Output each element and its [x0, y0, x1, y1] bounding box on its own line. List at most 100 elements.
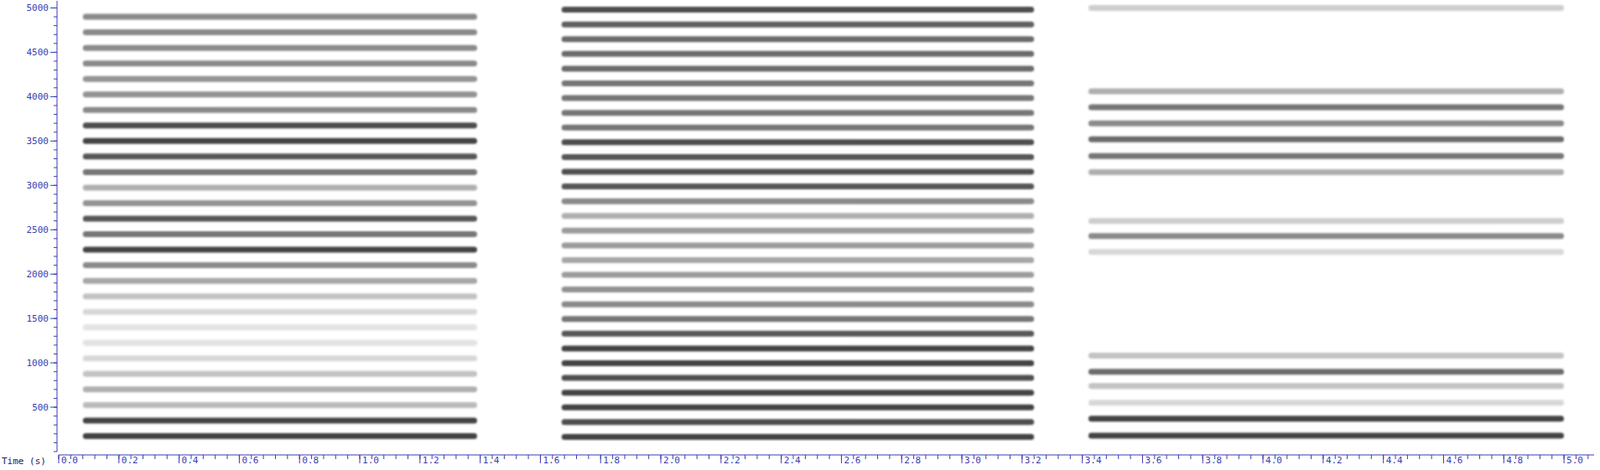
chart: 5001000150020002500300035004000450050000… — [0, 0, 1600, 470]
y-minor-tick — [53, 256, 58, 258]
x-minor-tick — [154, 455, 156, 460]
y-tick — [50, 229, 58, 231]
x-tick-label: 5.0 — [1566, 455, 1584, 467]
y-minor-tick — [53, 176, 58, 177]
x-minor-tick — [1225, 455, 1227, 460]
y-tick-label: 4000 — [26, 91, 50, 103]
x-minor-tick — [1298, 455, 1300, 460]
y-minor-tick — [53, 442, 58, 444]
x-minor-tick — [648, 455, 650, 460]
x-tick — [1563, 455, 1565, 464]
x-minor-tick — [816, 455, 818, 460]
harmonic — [85, 215, 474, 222]
x-tick-label: 1.8 — [602, 455, 620, 467]
harmonic — [564, 65, 1031, 72]
x-tick — [1503, 455, 1505, 464]
x-minor-tick — [286, 455, 288, 460]
x-tick-label: 2.0 — [663, 455, 681, 467]
y-tick-label: 1000 — [26, 358, 50, 369]
x-tick-label: 4.8 — [1506, 455, 1523, 467]
x-tick-label: 3.2 — [1024, 455, 1042, 467]
harmonic — [1090, 400, 1561, 406]
x-tick — [540, 455, 541, 464]
x-tick-label: 0.8 — [301, 455, 319, 467]
x-minor-tick — [696, 455, 698, 460]
x-tick — [1142, 455, 1143, 464]
x-minor-tick — [1286, 455, 1288, 460]
x-minor-tick — [467, 455, 469, 460]
y-tick-label: 5000 — [26, 2, 50, 14]
x-tick-label: 0.6 — [241, 455, 259, 467]
harmonic — [564, 21, 1031, 28]
harmonic — [1090, 153, 1561, 160]
y-tick-label: 4500 — [26, 46, 50, 58]
y-minor-tick — [53, 451, 58, 453]
harmonic — [564, 272, 1031, 279]
x-minor-tick — [1009, 455, 1011, 460]
x-minor-tick — [166, 455, 168, 460]
x-tick-label: 3.4 — [1085, 455, 1102, 467]
harmonic — [564, 345, 1031, 352]
harmonic — [1090, 136, 1561, 143]
x-minor-tick — [924, 455, 926, 460]
harmonic — [564, 405, 1031, 411]
y-tick-label: 2500 — [26, 224, 50, 236]
harmonic — [1090, 432, 1561, 439]
x-minor-tick — [275, 455, 276, 460]
y-minor-tick — [53, 380, 58, 382]
harmonic — [564, 301, 1031, 308]
y-minor-tick — [53, 309, 58, 311]
x-tick-label: 4.2 — [1325, 455, 1343, 467]
x-axis-label: Time (s) — [1, 456, 47, 468]
x-tick-label: 2.6 — [843, 455, 861, 467]
x-tick-label: 3.0 — [964, 455, 982, 467]
x-tick-label: 1.4 — [483, 455, 500, 467]
x-minor-tick — [94, 455, 96, 460]
x-minor-tick — [1539, 455, 1541, 460]
x-minor-tick — [1479, 455, 1481, 460]
harmonic — [564, 360, 1031, 367]
x-minor-tick — [865, 455, 867, 460]
harmonic — [85, 14, 474, 21]
y-minor-tick — [53, 114, 58, 115]
harmonic — [564, 183, 1031, 190]
y-minor-tick — [53, 344, 58, 346]
y-minor-tick — [53, 167, 58, 169]
x-minor-tick — [263, 455, 265, 460]
y-minor-tick — [53, 300, 58, 302]
x-minor-tick — [1371, 455, 1372, 460]
harmonic — [85, 433, 474, 440]
x-tick — [901, 455, 903, 464]
y-minor-tick — [53, 42, 58, 44]
x-tick — [178, 455, 180, 464]
harmonic — [564, 257, 1031, 264]
x-minor-tick — [1250, 455, 1252, 460]
y-tick — [50, 318, 58, 320]
x-minor-tick — [1358, 455, 1360, 460]
x-tick-label: 2.4 — [784, 455, 801, 467]
x-minor-tick — [106, 455, 108, 460]
x-minor-tick — [202, 455, 204, 460]
x-minor-tick — [684, 455, 686, 460]
x-minor-tick — [1310, 455, 1312, 460]
x-tick-label: 2.2 — [723, 455, 741, 467]
x-minor-tick — [395, 455, 397, 460]
harmonic — [85, 293, 474, 300]
x-minor-tick — [227, 455, 229, 460]
x-minor-tick — [1057, 455, 1059, 460]
harmonic — [85, 153, 474, 160]
y-tick-label: 3000 — [26, 180, 50, 192]
x-minor-tick — [1551, 455, 1553, 460]
x-minor-tick — [142, 455, 144, 460]
y-minor-tick — [53, 291, 58, 293]
harmonic — [564, 434, 1031, 441]
x-minor-tick — [1130, 455, 1132, 460]
x-tick — [1382, 455, 1384, 464]
x-tick-label: 3.6 — [1144, 455, 1162, 467]
harmonic — [85, 138, 474, 145]
segment — [564, 10, 1031, 438]
harmonic — [564, 212, 1031, 219]
y-minor-tick — [53, 123, 58, 125]
x-minor-tick — [1587, 455, 1589, 460]
x-tick — [660, 455, 662, 464]
